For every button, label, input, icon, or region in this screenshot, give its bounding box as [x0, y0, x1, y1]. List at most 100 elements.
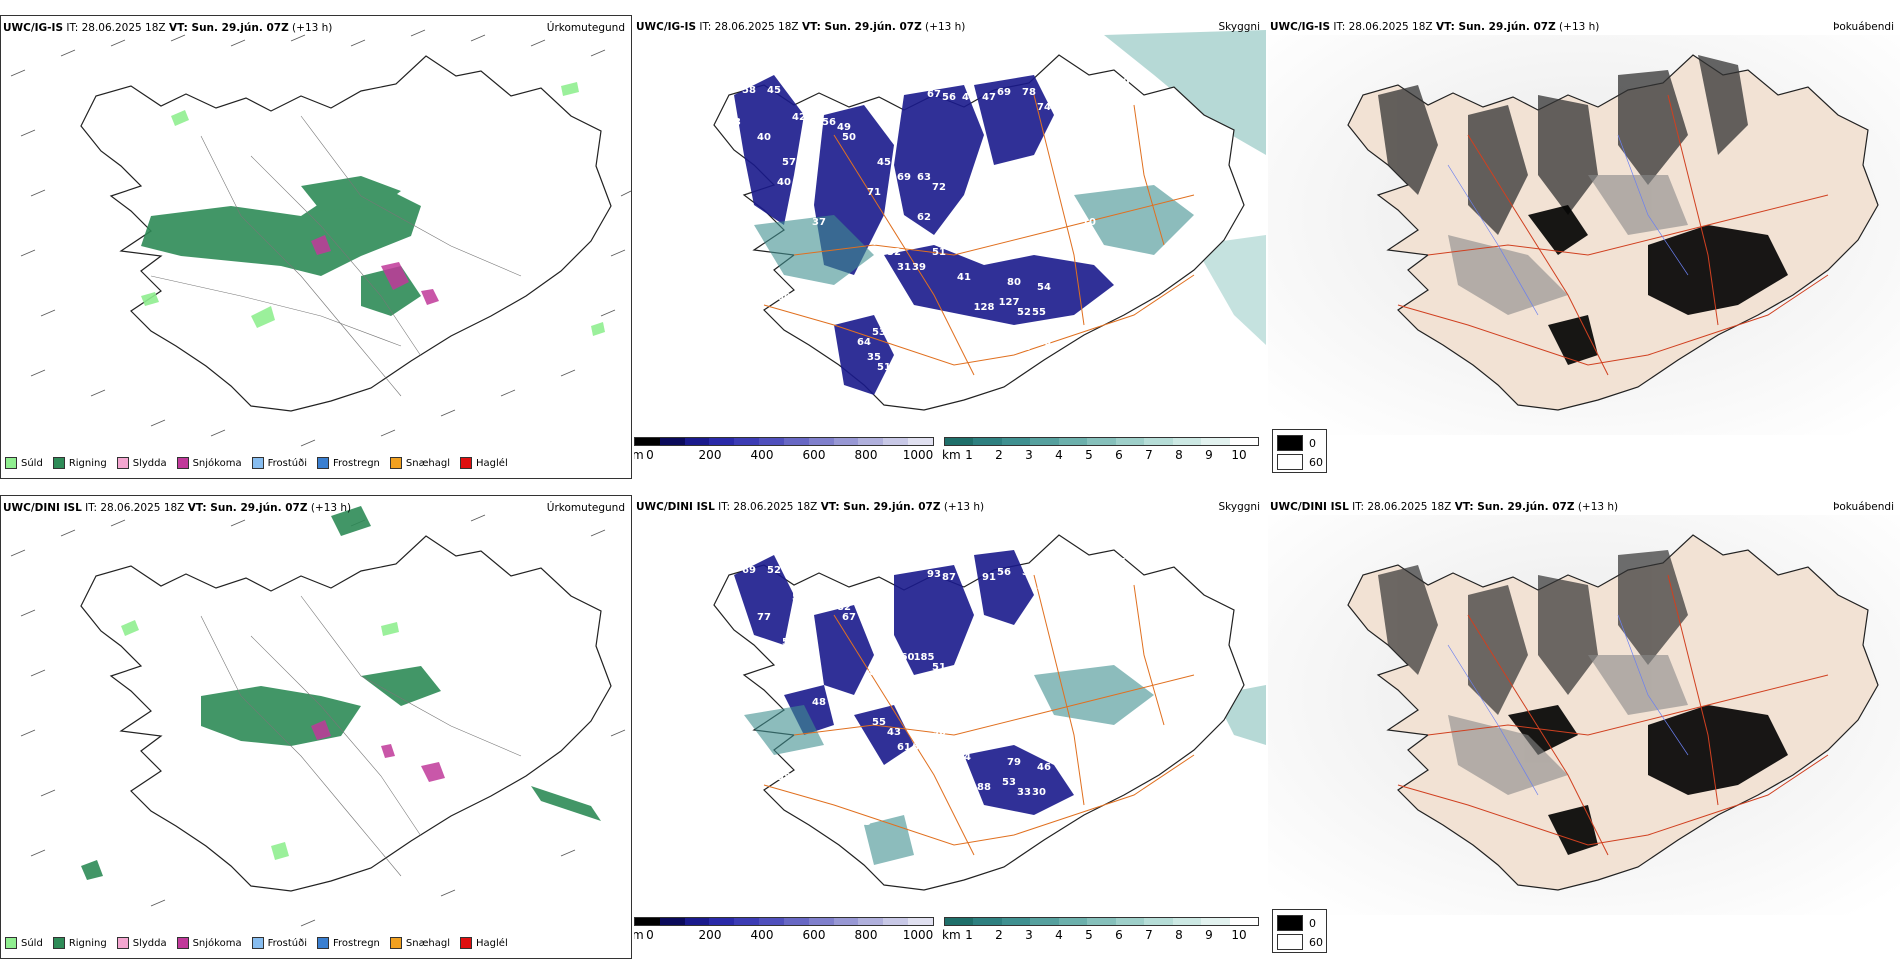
- visibility-value-label: 60: [802, 647, 816, 658]
- visibility-value-label: 45: [877, 157, 891, 168]
- legend-item: Frostregn: [317, 457, 380, 469]
- visibility-value-label: 144: [774, 657, 795, 668]
- visibility-value-label: 46: [1037, 762, 1051, 773]
- visibility-value-label: 41: [957, 272, 971, 283]
- legend-swatch: [389, 937, 402, 949]
- panel-header: UWC/DINI ISL IT: 28.06.2025 18Z VT: Sun.…: [3, 502, 352, 514]
- legend-item: Frostregn: [317, 937, 380, 949]
- visibility-value-label: 60: [777, 292, 791, 303]
- visibility-value-label: 64: [792, 302, 806, 313]
- visibility-value-label: 33: [857, 817, 871, 828]
- panel-title: Þokuábendi: [1833, 21, 1894, 33]
- visibility-value-label: 50: [842, 132, 856, 143]
- visibility-value-label: 73: [872, 237, 886, 248]
- visibility-value-label: 55: [1032, 307, 1046, 318]
- legend-item: Frostúði: [251, 457, 307, 469]
- visibility-value-label: 69: [897, 172, 911, 183]
- visibility-value-label: 37: [812, 217, 826, 228]
- visibility-value-label: 38: [1017, 342, 1031, 353]
- panel-header: UWC/DINI ISL IT: 28.06.2025 18Z VT: Sun.…: [636, 501, 985, 513]
- legend-item: Rigning: [52, 457, 107, 469]
- fog-map-dini: [1268, 515, 1900, 915]
- visibility-value-label: 54: [1037, 282, 1051, 293]
- legend-swatch: [116, 937, 129, 949]
- legend-swatch: [251, 457, 264, 469]
- visibility-value-label: 71: [867, 187, 881, 198]
- visibility-value-label: 62: [917, 692, 931, 703]
- legend-item: Súld: [5, 457, 43, 469]
- legend-item: Súld: [5, 937, 43, 949]
- visibility-value-label: 67: [927, 89, 941, 100]
- visibility-value-label: 69: [997, 87, 1011, 98]
- visibility-value-label: 59: [1052, 542, 1066, 553]
- panel-title: Þokuábendi: [1833, 501, 1894, 513]
- visibility-value-label: 63: [917, 172, 931, 183]
- visibility-scale-km: km 1 2 3 4 5 6 7 8 9 10: [942, 437, 1259, 463]
- fog-index-panel-igis: UWC/IG-IS IT: 28.06.2025 18Z VT: Sun. 29…: [1268, 15, 1900, 479]
- visibility-value-label: 100: [1124, 272, 1145, 283]
- legend-swatch: [1277, 454, 1303, 470]
- visibility-value-label: 48: [962, 572, 976, 583]
- panel-title: Skyggni: [1218, 21, 1261, 33]
- visibility-value-label: 185: [914, 652, 935, 663]
- visibility-value-label: 62: [912, 742, 926, 753]
- visibility-value-label: 39: [912, 262, 926, 273]
- precip-legend: Súld Rigning Slydda Snjókoma Frostúði Fr…: [5, 454, 518, 472]
- visibility-value-label: 74: [1037, 102, 1051, 113]
- legend-swatch: [1277, 915, 1303, 931]
- fog-legend: 0 60: [1272, 909, 1327, 953]
- visibility-value-label: 88: [977, 782, 991, 793]
- visibility-value-label: 56: [997, 567, 1011, 578]
- visibility-value-label: 78: [1022, 87, 1036, 98]
- visibility-value-label: 51: [897, 362, 911, 373]
- legend-item: Rigning: [52, 937, 107, 949]
- visibility-value-label: 51: [932, 662, 946, 673]
- fog-index-panel-dini: UWC/DINI ISL IT: 28.06.2025 18Z VT: Sun.…: [1268, 495, 1900, 959]
- visibility-value-label: 127: [999, 297, 1020, 308]
- panel-title: Úrkomutegund: [546, 22, 625, 34]
- visibility-value-label: 62: [1077, 557, 1091, 568]
- visibility-value-label: 55: [1112, 557, 1126, 568]
- visibility-value-label: 43: [887, 727, 901, 738]
- visibility-value-label: 42: [792, 112, 806, 123]
- legend-swatch: [317, 457, 329, 469]
- legend-item: Snjókoma: [176, 457, 242, 469]
- visibility-value-label: 79: [1007, 757, 1021, 768]
- visibility-value-label: 87: [942, 572, 956, 583]
- visibility-value-label: 55: [872, 717, 886, 728]
- visibility-value-label: 52: [767, 565, 781, 576]
- legend-swatch: [52, 937, 65, 949]
- visibility-scale-m: m 0 200 400 600 800 1000: [634, 437, 934, 463]
- visibility-value-label: 48: [812, 697, 826, 708]
- visibility-value-label: 91: [982, 572, 996, 583]
- visibility-value-label: 30: [1032, 787, 1046, 798]
- panel-header: UWC/IG-IS IT: 28.06.2025 18Z VT: Sun. 29…: [636, 21, 966, 33]
- legend-swatch: [460, 457, 473, 469]
- visibility-value-label: 56: [942, 92, 956, 103]
- visibility-value-label: 58: [782, 637, 796, 648]
- visibility-value-label: 52: [887, 247, 901, 258]
- visibility-panel-dini: 57 45 69 52 68 53 40 82 67 77 93 87 48 91 56 53 46 59 62 55…: [634, 495, 1266, 959]
- legend-item: Snjókoma: [176, 937, 242, 949]
- visibility-value-label: 56: [822, 117, 836, 128]
- visibility-value-label: 80: [1007, 277, 1021, 288]
- visibility-value-label: 28: [1037, 337, 1051, 348]
- visibility-value-label: 94: [792, 782, 806, 793]
- visibility-value-label: 31: [897, 262, 911, 273]
- legend-swatch: [389, 457, 402, 469]
- legend-swatch: [5, 937, 17, 949]
- visibility-value-label: 40: [822, 597, 836, 608]
- visibility-value-label: 68: [877, 637, 891, 648]
- visibility-value-label: 45: [767, 85, 781, 96]
- legend-item: Frostúði: [251, 937, 307, 949]
- visibility-value-label: 160: [894, 652, 915, 663]
- visibility-scale-m: m 0 200 400 600 800 1000: [634, 917, 934, 943]
- visibility-value-label: 65: [722, 82, 736, 93]
- visibility-value-label: 51: [877, 362, 891, 373]
- visibility-value-label: 128: [974, 302, 995, 313]
- precip-type-panel-igis: UWC/IG-IS IT: 28.06.2025 18Z VT: Sun. 29…: [0, 15, 632, 479]
- visibility-value-label: 61: [1027, 322, 1041, 333]
- legend-item: Snæhagl: [389, 937, 450, 949]
- legend-swatch: [176, 457, 189, 469]
